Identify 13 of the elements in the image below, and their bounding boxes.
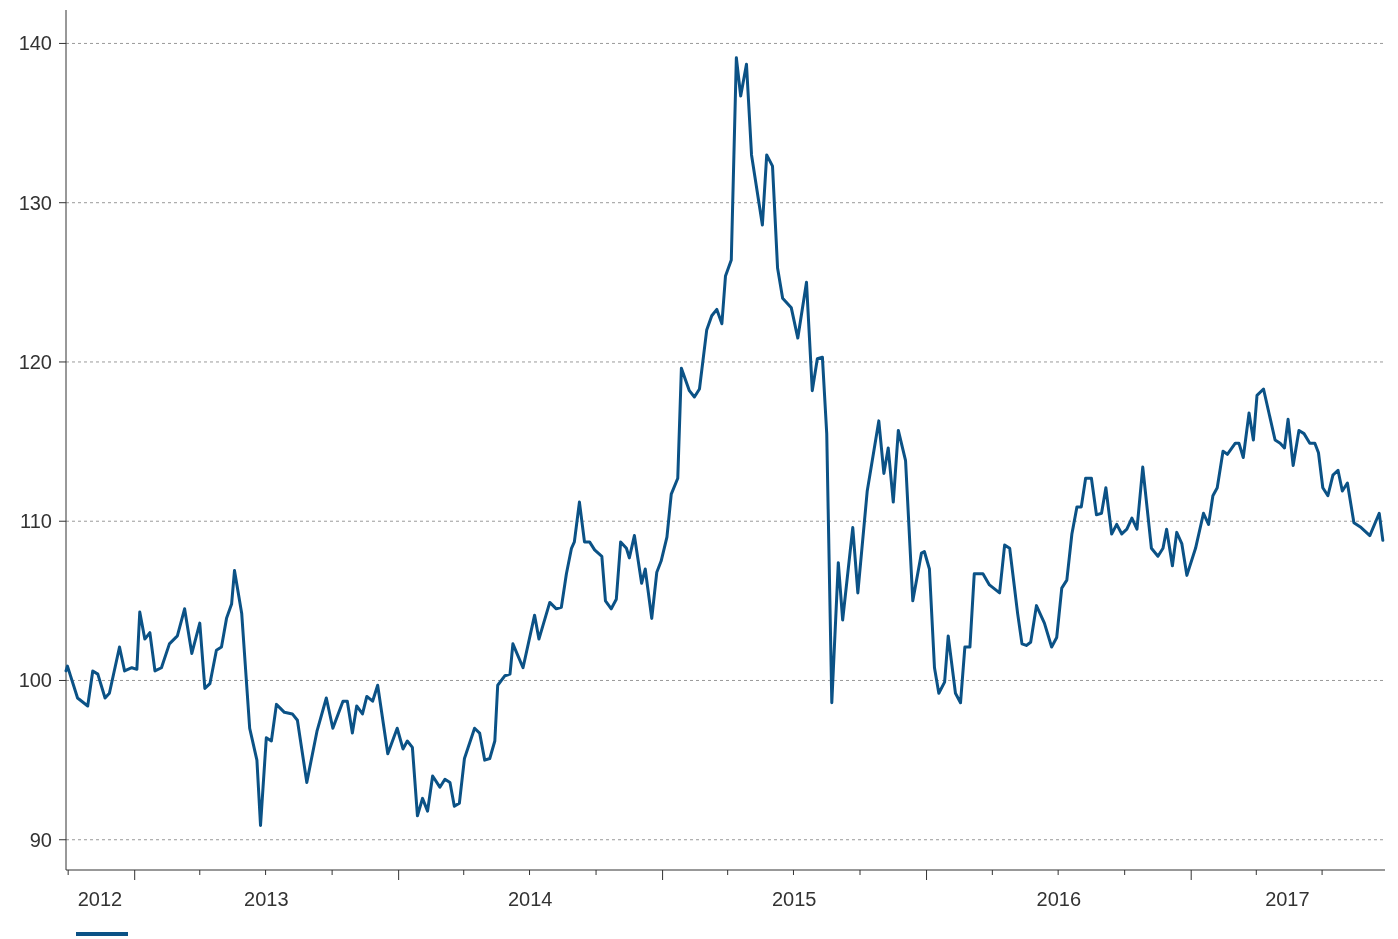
y-tick-label: 90 (29, 828, 52, 851)
x-tick-label: 2015 (771, 888, 817, 910)
y-tick-label: 100 (18, 669, 52, 692)
x-tick-label: 2016 (1036, 888, 1082, 910)
y-tick-label: 140 (18, 32, 52, 55)
x-tick-label: 2017 (1265, 888, 1310, 910)
line-series (64, 56, 1385, 827)
y-tick-label: 130 (18, 191, 52, 214)
x-tick-label: 2012 (77, 888, 123, 910)
y-tick-label: 110 (20, 510, 52, 533)
x-tick-label: 2013 (244, 888, 289, 910)
x-tick-label: 2014 (508, 888, 553, 910)
y-tick-label: 120 (18, 350, 52, 373)
